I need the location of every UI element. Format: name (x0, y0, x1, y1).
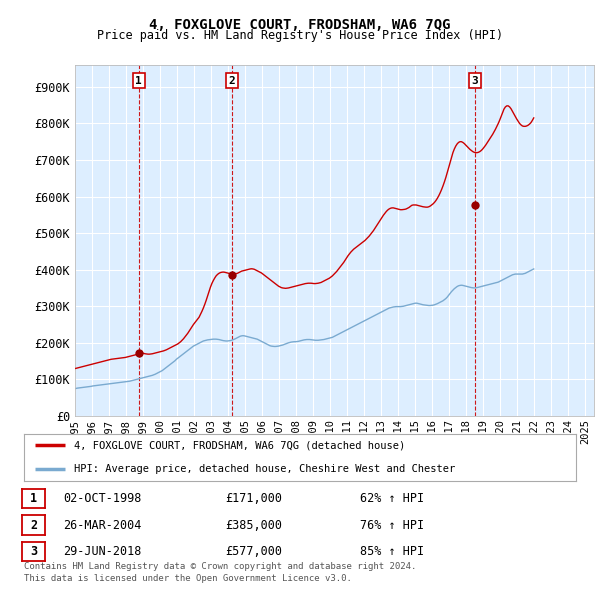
Text: 3: 3 (472, 76, 478, 86)
Text: 02-OCT-1998: 02-OCT-1998 (63, 492, 142, 505)
Text: 2: 2 (229, 76, 235, 86)
Text: 2: 2 (30, 519, 37, 532)
Text: 85% ↑ HPI: 85% ↑ HPI (360, 545, 424, 558)
Text: Price paid vs. HM Land Registry's House Price Index (HPI): Price paid vs. HM Land Registry's House … (97, 30, 503, 42)
Text: £577,000: £577,000 (225, 545, 282, 558)
Text: 29-JUN-2018: 29-JUN-2018 (63, 545, 142, 558)
Text: 3: 3 (30, 545, 37, 558)
Text: £385,000: £385,000 (225, 519, 282, 532)
Text: 1: 1 (136, 76, 142, 86)
Text: 4, FOXGLOVE COURT, FRODSHAM, WA6 7QG (detached house): 4, FOXGLOVE COURT, FRODSHAM, WA6 7QG (de… (74, 441, 405, 450)
Text: HPI: Average price, detached house, Cheshire West and Chester: HPI: Average price, detached house, Ches… (74, 464, 455, 474)
Text: 4, FOXGLOVE COURT, FRODSHAM, WA6 7QG: 4, FOXGLOVE COURT, FRODSHAM, WA6 7QG (149, 18, 451, 32)
Text: This data is licensed under the Open Government Licence v3.0.: This data is licensed under the Open Gov… (24, 574, 352, 583)
Text: 26-MAR-2004: 26-MAR-2004 (63, 519, 142, 532)
Text: 62% ↑ HPI: 62% ↑ HPI (360, 492, 424, 505)
Text: Contains HM Land Registry data © Crown copyright and database right 2024.: Contains HM Land Registry data © Crown c… (24, 562, 416, 571)
Text: 1: 1 (30, 492, 37, 505)
Text: 76% ↑ HPI: 76% ↑ HPI (360, 519, 424, 532)
Text: £171,000: £171,000 (225, 492, 282, 505)
